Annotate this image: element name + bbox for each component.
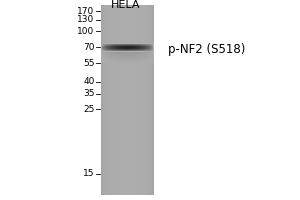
Text: 170: 170 — [77, 6, 94, 16]
Text: 25: 25 — [83, 105, 94, 114]
Text: 35: 35 — [83, 90, 94, 98]
Text: 40: 40 — [83, 77, 94, 86]
Text: 70: 70 — [83, 43, 94, 51]
Text: 130: 130 — [77, 16, 94, 24]
Text: HELA: HELA — [111, 0, 141, 10]
Text: 100: 100 — [77, 26, 94, 36]
Text: p-NF2 (S518): p-NF2 (S518) — [168, 43, 245, 55]
Text: 55: 55 — [83, 58, 94, 68]
Text: 15: 15 — [83, 170, 94, 178]
